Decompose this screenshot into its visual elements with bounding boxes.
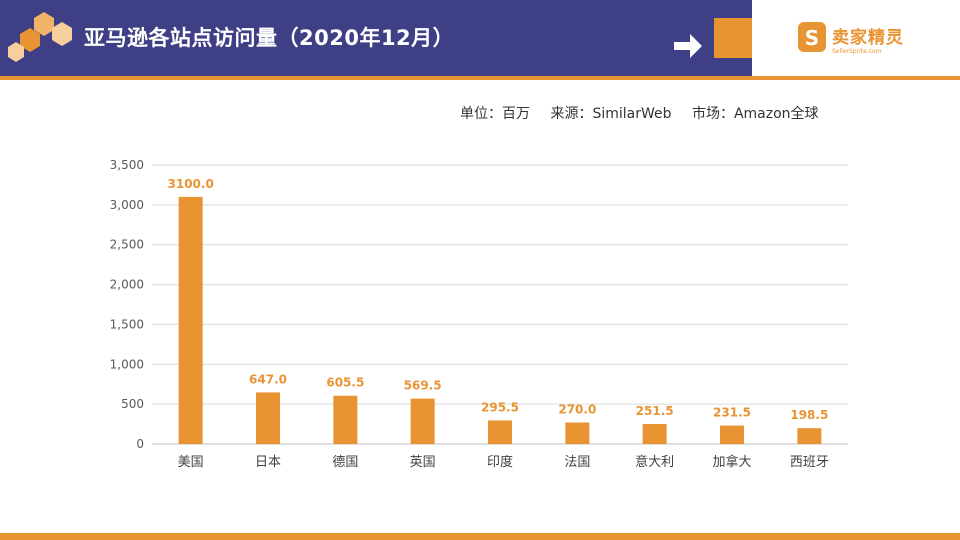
- x-tick-label: 德国: [332, 455, 358, 470]
- chart-meta: 单位：百万 来源：SimilarWeb 市场：Amazon全球: [460, 103, 835, 123]
- bar: [720, 425, 744, 444]
- logo-panel: S: [752, 0, 960, 76]
- x-tick-label: 法国: [564, 455, 590, 470]
- unit-label: 单位：百万: [460, 106, 530, 122]
- bar: [488, 420, 512, 444]
- header-accent-bar: [0, 76, 960, 80]
- y-tick-label: 0: [136, 437, 144, 451]
- x-tick-label: 美国: [178, 455, 204, 470]
- y-tick-label: 500: [121, 397, 144, 411]
- svg-text:S: S: [805, 26, 819, 50]
- data-label: 3100.0: [168, 177, 214, 191]
- y-tick-label: 1,000: [110, 357, 144, 371]
- data-label: 295.5: [481, 400, 519, 414]
- y-tick-label: 3,500: [110, 158, 144, 172]
- bar: [797, 428, 822, 444]
- seller-sprite-logo-icon: S: [798, 22, 826, 52]
- logo-subtext: SellerSprite.com: [832, 48, 882, 55]
- market-label: 市场：Amazon全球: [691, 106, 819, 122]
- bar: [565, 422, 590, 444]
- y-tick-label: 2,000: [110, 278, 144, 292]
- bar: [410, 398, 435, 444]
- data-label: 198.5: [790, 408, 828, 422]
- bar: [256, 392, 280, 444]
- data-label: 231.5: [713, 406, 751, 420]
- bar: [333, 395, 358, 444]
- y-tick-label: 3,000: [110, 198, 144, 212]
- bar: [642, 423, 667, 444]
- x-tick-label: 日本: [255, 455, 281, 470]
- hexagon-decoration-icon: [8, 12, 72, 62]
- data-label: 569.5: [404, 379, 442, 393]
- x-tick-label: 加拿大: [712, 454, 751, 470]
- data-label: 251.5: [636, 404, 674, 418]
- x-tick-label: 意大利: [635, 454, 674, 470]
- bar: [178, 196, 203, 444]
- x-tick-label: 西班牙: [790, 455, 829, 470]
- footer-accent-bar: [0, 533, 960, 540]
- y-tick-label: 1,500: [110, 317, 144, 331]
- data-label: 647.0: [249, 372, 287, 386]
- source-label: 来源：SimilarWeb: [550, 106, 672, 122]
- x-tick-label: 英国: [410, 455, 436, 470]
- y-tick-label: 2,500: [110, 238, 144, 252]
- data-label: 605.5: [326, 376, 364, 390]
- logo-text: 卖家精灵: [832, 28, 904, 48]
- x-tick-label: 印度: [487, 454, 513, 470]
- data-label: 270.0: [558, 402, 596, 416]
- page-title: 亚马逊各站点访问量（2020年12月）: [84, 26, 455, 50]
